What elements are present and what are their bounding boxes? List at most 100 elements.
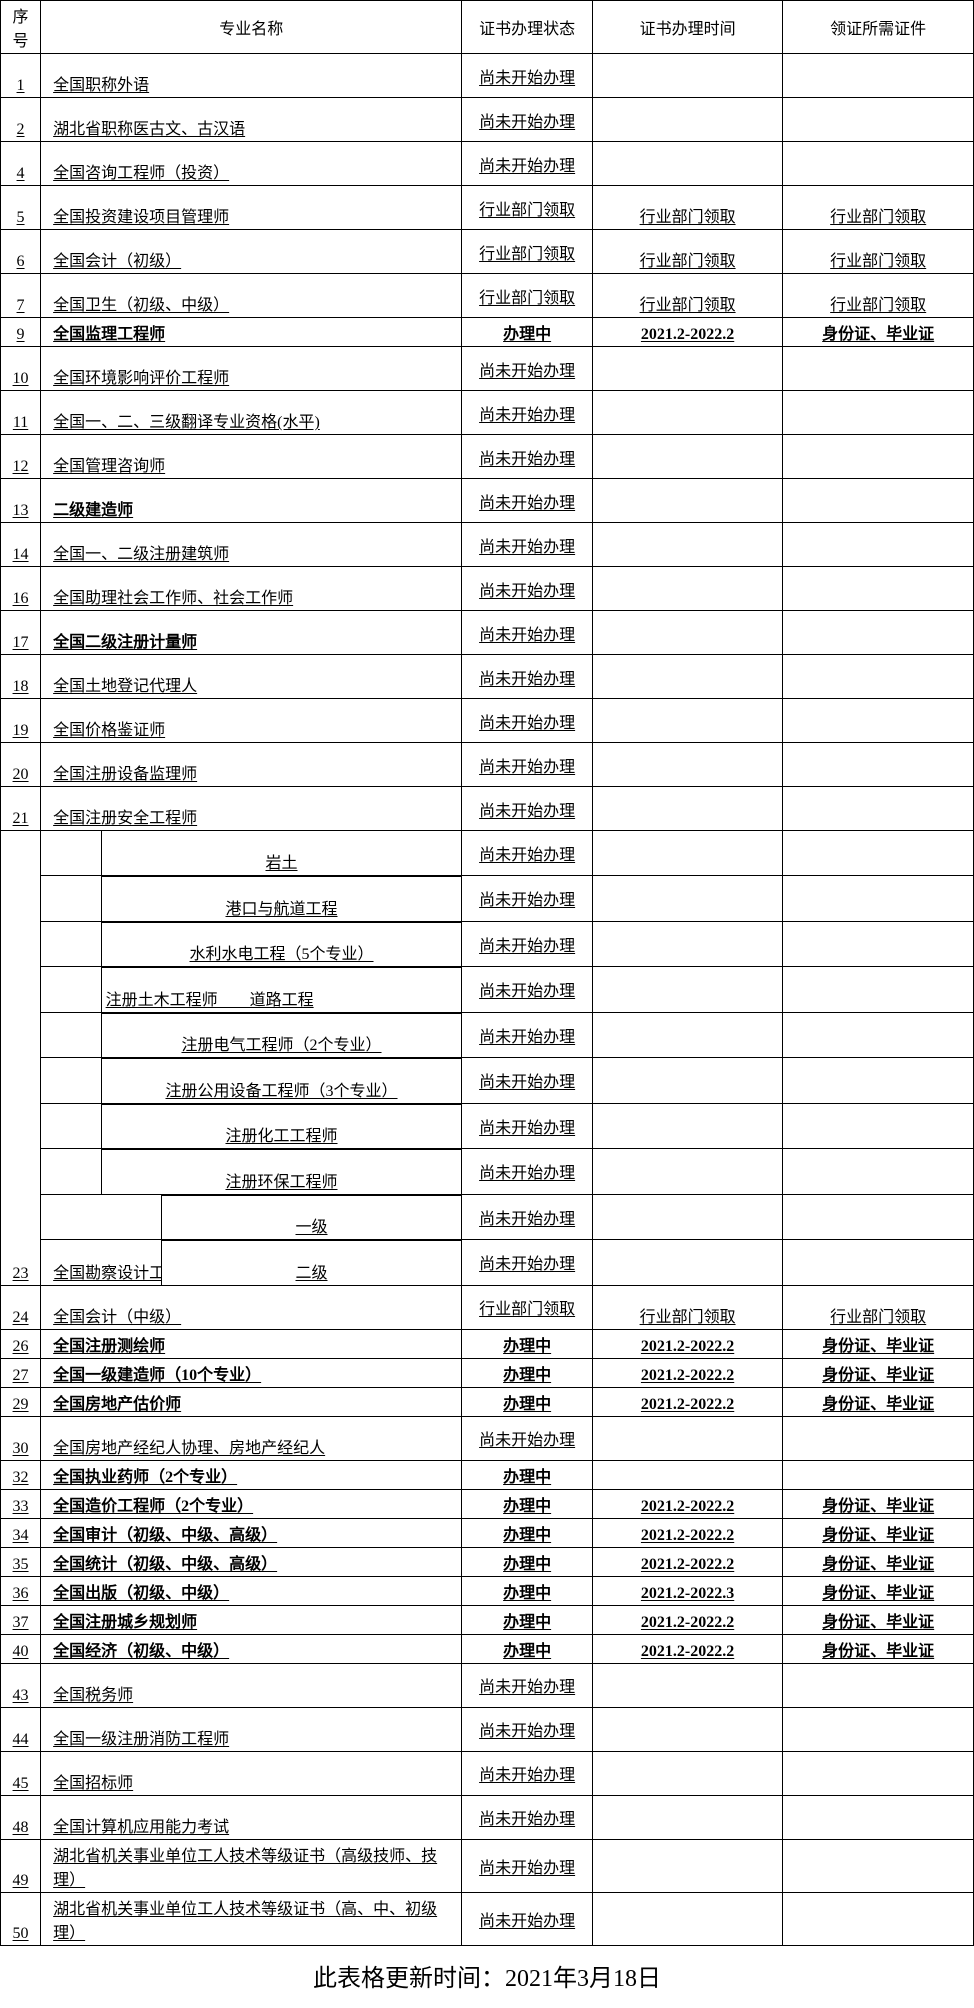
name-cell: 全国勘察设计工程师二级 [41,1240,462,1286]
table-row: 50湖北省机关事业单位工人技术等级证书（高、中、初级理）尚未开始办理 [1,1892,974,1945]
docs-cell: 身份证、毕业证 [783,1576,974,1605]
seq-cell: 27 [1,1358,41,1387]
docs-cell: 行业部门领取 [783,274,974,318]
time-cell [592,611,783,655]
name-cell: 全国注册城乡规划师 [41,1605,462,1634]
table-row: 33全国造价工程师（2个专业）办理中2021.2-2022.2身份证、毕业证 [1,1489,974,1518]
docs-cell [783,98,974,142]
table-row: 17全国二级注册计量师尚未开始办理 [1,611,974,655]
table-row: 注册环保工程师尚未开始办理 [1,1149,974,1195]
name-cell: 湖北省职称医古文、古汉语 [41,98,462,142]
status-cell: 尚未开始办理 [462,1707,592,1751]
time-cell: 2021.2-2022.2 [592,1358,783,1387]
docs-cell: 身份证、毕业证 [783,1605,974,1634]
seq-cell: 35 [1,1547,41,1576]
time-cell [592,699,783,743]
docs-cell [783,611,974,655]
seq-cell: 45 [1,1751,41,1795]
status-cell: 尚未开始办理 [462,921,592,967]
name-cell: 全国招标师 [41,1751,462,1795]
seq-cell: 40 [1,1634,41,1663]
header-row: 序号 专业名称 证书办理状态 证书办理时间 领证所需证件 [1,1,974,54]
status-cell: 尚未开始办理 [462,1149,592,1195]
name-cell: 全国房地产估价师 [41,1387,462,1416]
seq-cell: 11 [1,391,41,435]
seq-cell: 2 [1,98,41,142]
name-cell: 港口与航道工程 [41,876,462,922]
docs-cell [783,523,974,567]
docs-cell: 身份证、毕业证 [783,1387,974,1416]
time-cell [592,1892,783,1945]
status-cell: 尚未开始办理 [462,1751,592,1795]
seq-cell: 6 [1,230,41,274]
time-cell [592,1460,783,1489]
status-cell: 办理中 [462,318,592,347]
time-cell [592,743,783,787]
status-cell: 行业部门领取 [462,1285,592,1329]
table-row: 5全国投资建设项目管理师行业部门领取行业部门领取行业部门领取 [1,186,974,230]
footer-update-time: 此表格更新时间：2021年3月18日 [0,1946,974,1999]
time-cell [592,1795,783,1839]
status-cell: 尚未开始办理 [462,1839,592,1892]
table-row: 30全国房地产经纪人协理、房地产经纪人尚未开始办理 [1,1416,974,1460]
table-row: 32全国执业药师（2个专业）办理中 [1,1460,974,1489]
status-cell: 尚未开始办理 [462,967,592,1013]
time-cell [592,1707,783,1751]
table-row: 24全国会计（中级）行业部门领取行业部门领取行业部门领取 [1,1285,974,1329]
time-cell [592,142,783,186]
name-cell: 全国会计（初级） [41,230,462,274]
name-cell: 全国注册安全工程师 [41,787,462,831]
table-row: 水利水电工程（5个专业）尚未开始办理 [1,921,974,967]
time-cell: 2021.2-2022.2 [592,1605,783,1634]
seq-cell: 14 [1,523,41,567]
time-cell [592,347,783,391]
seq-cell: 9 [1,318,41,347]
time-cell [592,1416,783,1460]
status-cell: 尚未开始办理 [462,347,592,391]
seq-cell: 18 [1,655,41,699]
time-cell [592,479,783,523]
table-row: 6全国会计（初级）行业部门领取行业部门领取行业部门领取 [1,230,974,274]
seq-cell: 50 [1,1892,41,1945]
name-cell: 注册土木工程师 道路工程 [41,967,462,1013]
name-cell: 全国价格鉴证师 [41,699,462,743]
name-cell: 二级建造师 [41,479,462,523]
time-cell: 2021.2-2022.3 [592,1576,783,1605]
name-cell: 全国职称外语 [41,54,462,98]
name-cell: 全国投资建设项目管理师 [41,186,462,230]
status-cell: 尚未开始办理 [462,1892,592,1945]
status-cell: 办理中 [462,1460,592,1489]
docs-cell: 行业部门领取 [783,230,974,274]
header-seq: 序号 [1,1,41,54]
docs-cell [783,54,974,98]
docs-cell: 身份证、毕业证 [783,1358,974,1387]
table-row: 11全国一、二、三级翻译专业资格(水平)尚未开始办理 [1,391,974,435]
table-row: 港口与航道工程尚未开始办理 [1,876,974,922]
seq-cell: 12 [1,435,41,479]
status-cell: 尚未开始办理 [462,876,592,922]
docs-cell [783,1012,974,1058]
docs-cell [783,876,974,922]
status-cell: 尚未开始办理 [462,1663,592,1707]
docs-cell [783,1795,974,1839]
status-cell: 办理中 [462,1358,592,1387]
table-row: 45全国招标师尚未开始办理 [1,1751,974,1795]
docs-cell [783,1103,974,1149]
docs-cell [783,1058,974,1104]
cert-status-table: 序号 专业名称 证书办理状态 证书办理时间 领证所需证件 1全国职称外语尚未开始… [0,0,974,1946]
header-name: 专业名称 [41,1,462,54]
status-cell: 办理中 [462,1605,592,1634]
name-cell: 湖北省机关事业单位工人技术等级证书（高、中、初级理） [41,1892,462,1945]
docs-cell [783,1663,974,1707]
time-cell [592,1751,783,1795]
docs-cell: 身份证、毕业证 [783,1489,974,1518]
docs-cell [783,655,974,699]
table-row: 2湖北省职称医古文、古汉语尚未开始办理 [1,98,974,142]
seq-cell: 19 [1,699,41,743]
name-cell: 全国统计（初级、中级、高级） [41,1547,462,1576]
seq-cell: 37 [1,1605,41,1634]
docs-cell [783,1416,974,1460]
time-cell [592,1103,783,1149]
status-cell: 尚未开始办理 [462,1012,592,1058]
docs-cell: 行业部门领取 [783,186,974,230]
